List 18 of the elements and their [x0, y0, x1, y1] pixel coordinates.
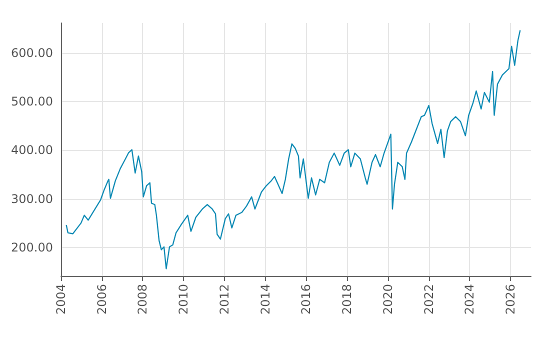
x-tick-label: 2024 — [462, 284, 477, 315]
x-tick-label: 2022 — [422, 284, 436, 315]
y-tick-label: 600.00 — [10, 46, 53, 60]
x-tick-label: 2008 — [136, 284, 150, 315]
y-tick-label: 500.00 — [10, 94, 53, 109]
x-tick-label: 2012 — [217, 284, 232, 315]
x-tick-label: 2010 — [176, 284, 191, 315]
line-series — [66, 30, 521, 270]
x-tick-label: 2018 — [340, 284, 354, 315]
y-tick-label: 200.00 — [10, 240, 53, 254]
y-tick-label: 300.00 — [10, 192, 53, 206]
x-tick-label: 2006 — [94, 284, 109, 315]
x-tick-label: 2014 — [258, 284, 272, 315]
x-tick-label: 2004 — [54, 284, 68, 315]
x-tick-label: 2016 — [299, 284, 314, 315]
x-tick-label: 2020 — [380, 284, 395, 315]
y-tick-label: 400.00 — [10, 143, 53, 158]
x-tick-label: 2026 — [504, 284, 518, 315]
